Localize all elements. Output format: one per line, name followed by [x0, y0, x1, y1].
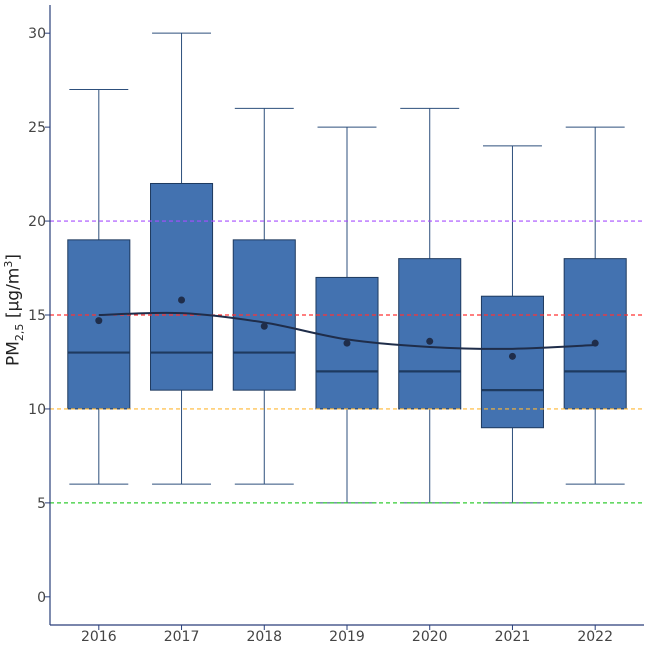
- mean-marker: [95, 317, 103, 325]
- y-tick-label: 10: [28, 402, 46, 418]
- x-tick-label: 2018: [246, 629, 282, 645]
- x-tick-label: 2017: [164, 629, 200, 645]
- x-tick-label: 2022: [577, 629, 613, 645]
- mean-marker: [426, 337, 434, 345]
- y-tick-label: 30: [28, 26, 46, 42]
- mean-marker: [260, 322, 268, 330]
- box: [150, 182, 214, 391]
- y-tick-label: 25: [28, 120, 46, 136]
- mean-marker: [508, 352, 516, 360]
- box: [563, 258, 627, 410]
- y-tick-label: 20: [28, 214, 46, 230]
- box: [67, 239, 131, 410]
- trend-line: [98, 311, 596, 350]
- mean-marker: [591, 339, 599, 347]
- y-tick-label: 5: [37, 496, 46, 512]
- mean-marker: [178, 296, 186, 304]
- mean-marker: [343, 339, 351, 347]
- x-tick-label: 2019: [329, 629, 365, 645]
- box: [398, 258, 462, 410]
- x-tick-label: 2020: [412, 629, 448, 645]
- y-tick-label: 15: [28, 308, 46, 324]
- x-tick-label: 2021: [495, 629, 531, 645]
- x-tick-label: 2016: [81, 629, 117, 645]
- box: [480, 295, 544, 429]
- y-tick-label: 0: [37, 590, 46, 606]
